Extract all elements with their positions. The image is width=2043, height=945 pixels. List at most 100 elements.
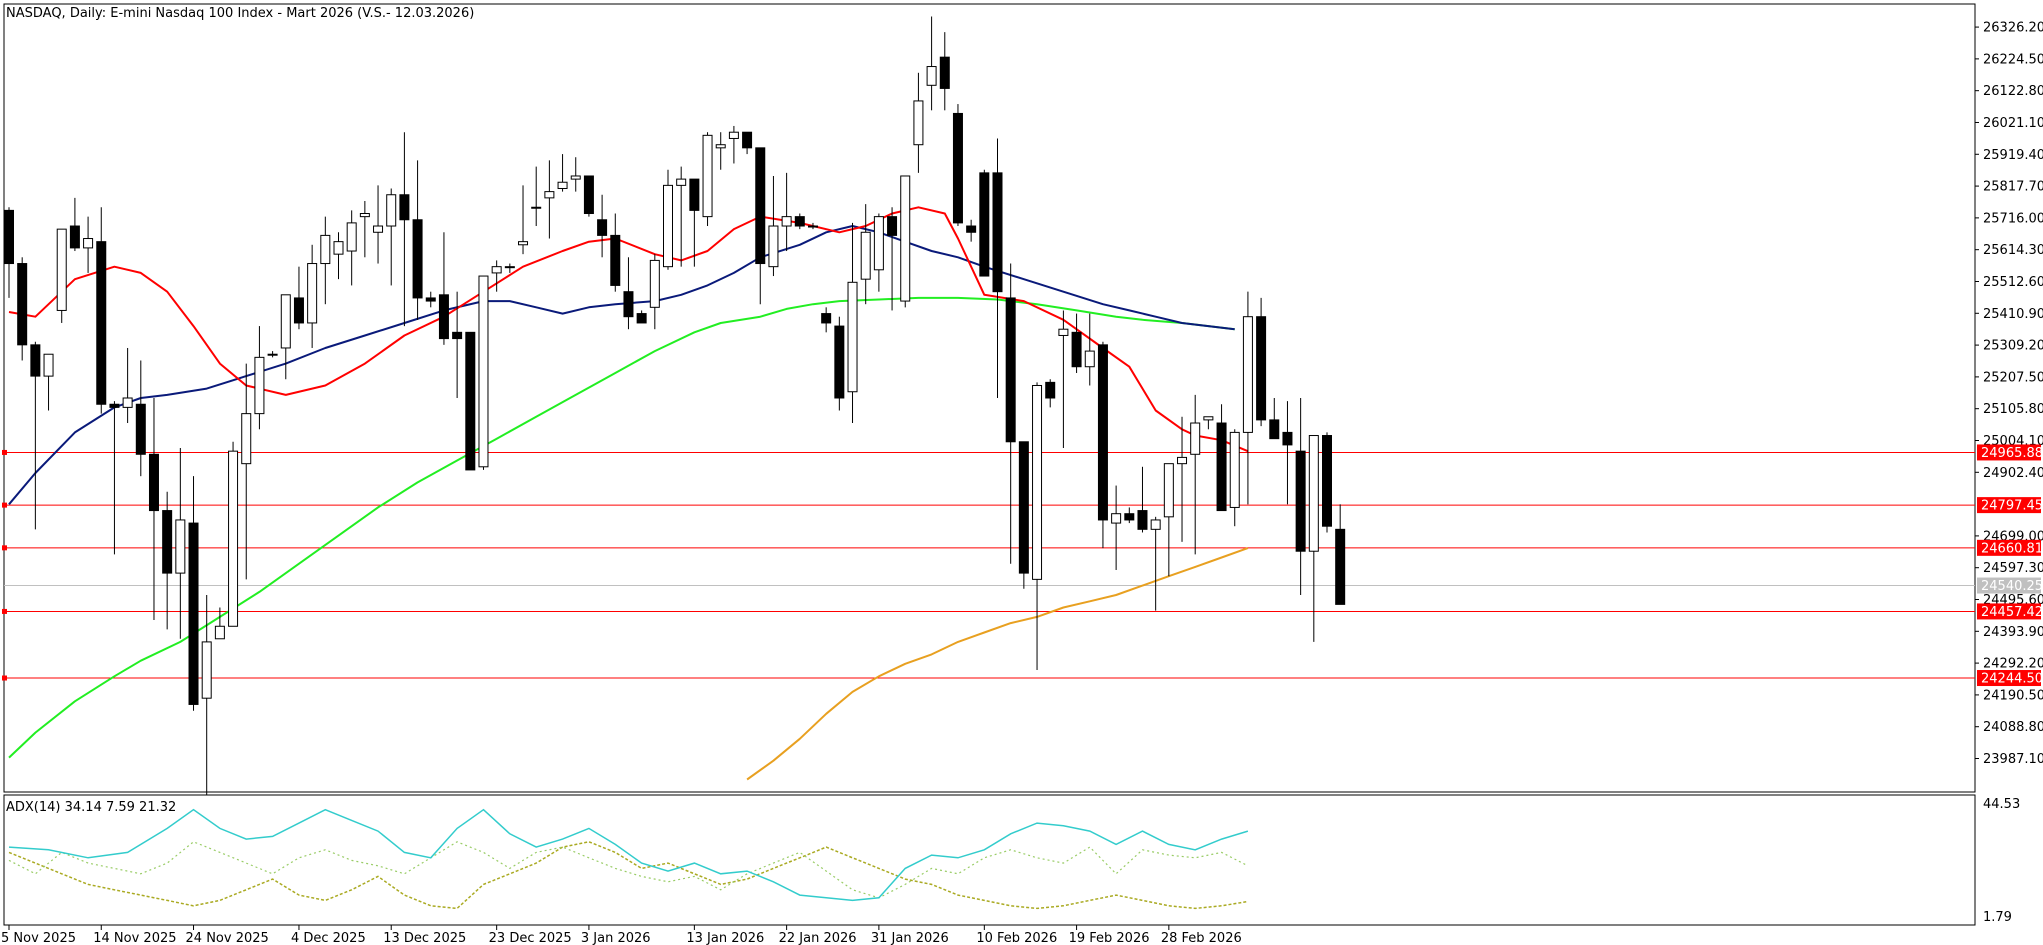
price-tick-label: 23987.10 [1983,752,2043,767]
candle-body-bear [96,241,107,405]
ma-navy-line [8,225,1235,505]
time-tick-label: 4 Dec 2025 [291,931,366,945]
candle-body-bear [1018,441,1029,574]
candle-body-bull [1032,384,1043,580]
level-badge [1977,444,2041,461]
time-tick-label: 19 Feb 2026 [1069,931,1150,945]
candle [873,213,884,292]
chart-frame [3,3,1976,926]
candle [188,476,199,711]
candle-body-bull [228,450,239,627]
price-tick-label: 26021.10 [1983,116,2043,131]
candle-body-bear [1137,510,1148,530]
candle-body-bear [583,175,594,215]
price-tick-label: 25105.80 [1983,402,2043,417]
candle [1071,313,1082,373]
candle [1137,466,1148,533]
level-badge-label: 24244.50 [1981,672,2043,687]
candle-body-bull [254,356,265,415]
candle-body-bull [320,234,331,265]
candle [438,232,449,345]
candle [1282,401,1293,505]
candle-body-bear [623,291,634,318]
candle-body-bear [952,112,963,224]
candle-body-bull [1190,422,1201,455]
candle-body-bear [1322,435,1332,527]
candle-body-bull [1203,416,1214,421]
candle-body-bear [992,172,1003,293]
candle [1163,463,1174,577]
price-pane-border [3,3,1976,793]
candle-body-bull [201,641,212,699]
candle [504,263,515,273]
candle [1190,394,1201,555]
candle-body-bull [1058,328,1069,336]
candle-body-bull [781,216,792,227]
candle [1203,416,1214,430]
candle-body-bull [913,100,924,146]
candle-body-bear [4,209,14,265]
candle-body-bear [1045,381,1056,399]
candle-body-bull [307,263,318,324]
adx-main-line [8,808,1249,902]
candle [280,294,291,380]
candle [979,169,990,277]
candle [1005,263,1016,564]
candle-body-bear [135,403,146,455]
candle [465,331,476,471]
candle [69,197,80,252]
candle [386,188,397,286]
candle [1018,441,1029,589]
candle-body-bull [663,184,673,268]
candle [755,147,766,305]
candle-body-bear [610,234,621,286]
candle [860,204,871,305]
candle-body-bear [1124,513,1135,521]
candle-body-bear [636,313,647,324]
candle-body-bear [148,453,159,512]
candle [122,347,133,424]
price-axis: 26326.20 26224.50 26122.80 26021.10 25919.40… [1975,21,2043,767]
candle [333,232,344,280]
adx-panel: 44.53 1.79 [8,797,2020,925]
candle-body-bull [1111,513,1122,524]
candle [412,160,423,320]
candle-body-bear [162,510,173,574]
candle-body-bull [1242,316,1253,433]
candle-body-bull [518,241,529,246]
ma-orange-line [746,547,1249,781]
candle [807,222,818,230]
candle-body-bear [979,172,990,277]
candle [83,216,94,273]
candle-body-bull [214,625,225,640]
candle-body-bull [873,216,884,271]
candle-body-bear [689,178,700,211]
price-tick-label: 24597.30 [1983,561,2043,576]
candle [1229,429,1240,527]
candle-body-bull [491,266,502,274]
price-tick-label: 25716.00 [1983,211,2043,226]
candle [715,132,726,170]
adx-plus-di-line [8,841,1249,899]
candle-body-bull [359,213,370,218]
horizontal-levels [2,449,1975,681]
price-tick-label: 25207.50 [1983,370,2043,385]
candle-body-bear [17,263,28,346]
candle-body-bull [83,238,94,249]
candle [887,207,898,311]
candle-body-bear [438,294,449,340]
candle [966,219,977,242]
candle [425,291,436,308]
candle [649,254,660,330]
candle [1269,398,1280,440]
candle [478,275,489,470]
candle-body-bear [939,56,950,89]
level-marker [2,502,7,508]
candle [794,213,805,230]
candle-body-bull [807,225,818,228]
candle-body-bull [557,181,568,189]
candle [148,398,159,621]
candle-body-bull [333,241,344,255]
